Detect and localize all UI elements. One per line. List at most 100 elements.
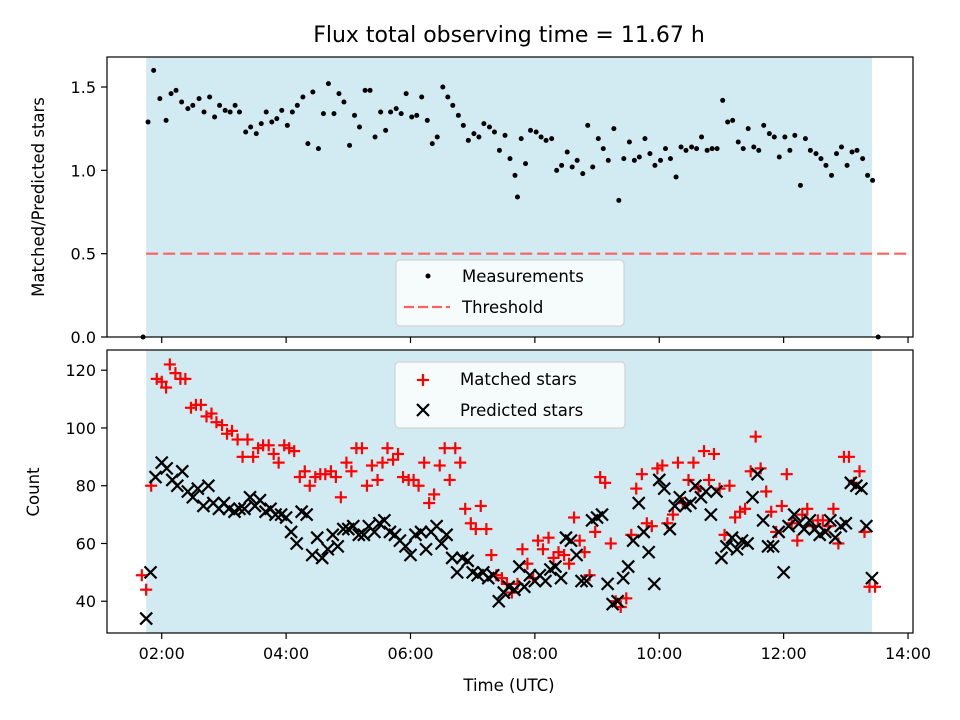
ratio-point: [740, 146, 746, 152]
ratio-point: [207, 94, 213, 100]
matched-point: [853, 465, 866, 478]
ratio-point: [849, 149, 855, 155]
ratio-point: [179, 99, 185, 105]
predicted-point: [170, 478, 185, 493]
matched-point: [194, 398, 207, 411]
legend-bottom-box: [394, 361, 626, 429]
matched-point: [801, 502, 814, 515]
ratio-point: [341, 99, 347, 105]
ratio-point: [865, 172, 871, 178]
ratio-point: [336, 91, 342, 97]
matched-point: [303, 479, 316, 492]
predicted-point: [310, 530, 324, 545]
ratio-point: [414, 112, 420, 118]
matched-point: [236, 450, 249, 463]
ratio-point: [507, 156, 513, 162]
ratio-point: [352, 112, 358, 118]
ratio-point: [776, 154, 782, 160]
predicted-point: [357, 528, 371, 542]
ratio-point: [616, 197, 622, 203]
ratio-point: [310, 89, 316, 95]
ratio-point: [305, 141, 311, 147]
ratio-point: [190, 102, 196, 108]
predicted-point: [818, 525, 833, 539]
ratio-point: [714, 146, 720, 152]
ratio-point: [870, 177, 876, 183]
ratio-point: [486, 124, 492, 130]
matched-point: [474, 499, 487, 512]
predicted-point: [673, 490, 687, 505]
ratio-point: [263, 109, 269, 115]
predicted-point: [865, 571, 879, 585]
predicted-point: [445, 551, 459, 565]
ratio-point: [232, 102, 238, 108]
y-ticks-top: 0.0 0.5 1.0 1.5: [71, 78, 107, 347]
predicted-point: [756, 513, 770, 528]
ratio-point: [398, 111, 404, 117]
ratio-point: [248, 124, 254, 130]
predicted-point: [626, 533, 640, 548]
ratio-point: [807, 147, 813, 153]
predicted-point: [647, 577, 662, 591]
ratio-point: [450, 102, 456, 108]
matched-point: [552, 546, 565, 559]
matched-point: [334, 491, 347, 504]
predicted-point: [668, 499, 682, 513]
ratio-point: [258, 121, 264, 127]
predicted-point: [745, 490, 760, 505]
ratio-point: [294, 102, 300, 108]
predicted-point: [299, 507, 314, 522]
predicted-point: [336, 522, 351, 536]
ratio-point: [564, 149, 570, 155]
y-tick-label: 100: [65, 419, 96, 438]
legend-matched-marker: [417, 374, 429, 386]
matched-point: [163, 358, 176, 371]
predicted-point: [766, 539, 780, 554]
ratio-point: [279, 107, 285, 113]
predicted-point: [548, 559, 563, 574]
predicted-point: [175, 464, 190, 479]
matched-point: [449, 442, 462, 455]
predicted-point: [828, 530, 843, 545]
ratio-point: [173, 87, 179, 93]
predicted-point: [139, 611, 153, 626]
ratio-point: [378, 109, 384, 115]
predicted-point: [704, 507, 718, 522]
predicted-point: [641, 545, 656, 559]
matched-point: [599, 476, 612, 489]
ratio-point: [243, 129, 249, 135]
ratio-point: [590, 164, 596, 170]
predicted-point: [460, 554, 475, 568]
matched-point: [355, 442, 368, 455]
matched-point: [365, 459, 378, 472]
predicted-point: [439, 528, 454, 542]
ratio-point: [514, 194, 520, 200]
ratio-point: [771, 134, 777, 140]
matched-point: [682, 473, 695, 486]
ratio-point: [854, 147, 860, 153]
matched-point: [780, 468, 793, 481]
predicted-point: [663, 522, 677, 536]
matched-point: [558, 549, 571, 562]
matched-point: [620, 592, 633, 605]
x-tick-label: 08:00: [512, 644, 558, 663]
ratio-point: [168, 91, 174, 97]
plot-frame-top: [106, 56, 914, 338]
matched-point: [376, 456, 389, 469]
ratio-point: [465, 137, 471, 143]
x-ticks-bottom: 02:00 04:00 06:00 08:00 10:00 12:00 14:00: [139, 633, 931, 663]
matched-point: [298, 465, 311, 478]
y-tick-label: 80: [76, 477, 96, 496]
matched-point: [319, 468, 332, 481]
predicted-point: [414, 525, 428, 539]
ratio-point: [196, 96, 202, 102]
predicted-point: [636, 525, 651, 539]
matched-point: [739, 502, 752, 515]
matched-point: [272, 456, 285, 469]
matched-point: [604, 537, 617, 550]
ratio-point: [642, 136, 648, 142]
legend-bottom: Matched stars Predicted stars: [394, 361, 626, 429]
ratio-point: [860, 156, 866, 162]
x-tick-label: 10:00: [636, 644, 682, 663]
predicted-point: [279, 510, 293, 525]
